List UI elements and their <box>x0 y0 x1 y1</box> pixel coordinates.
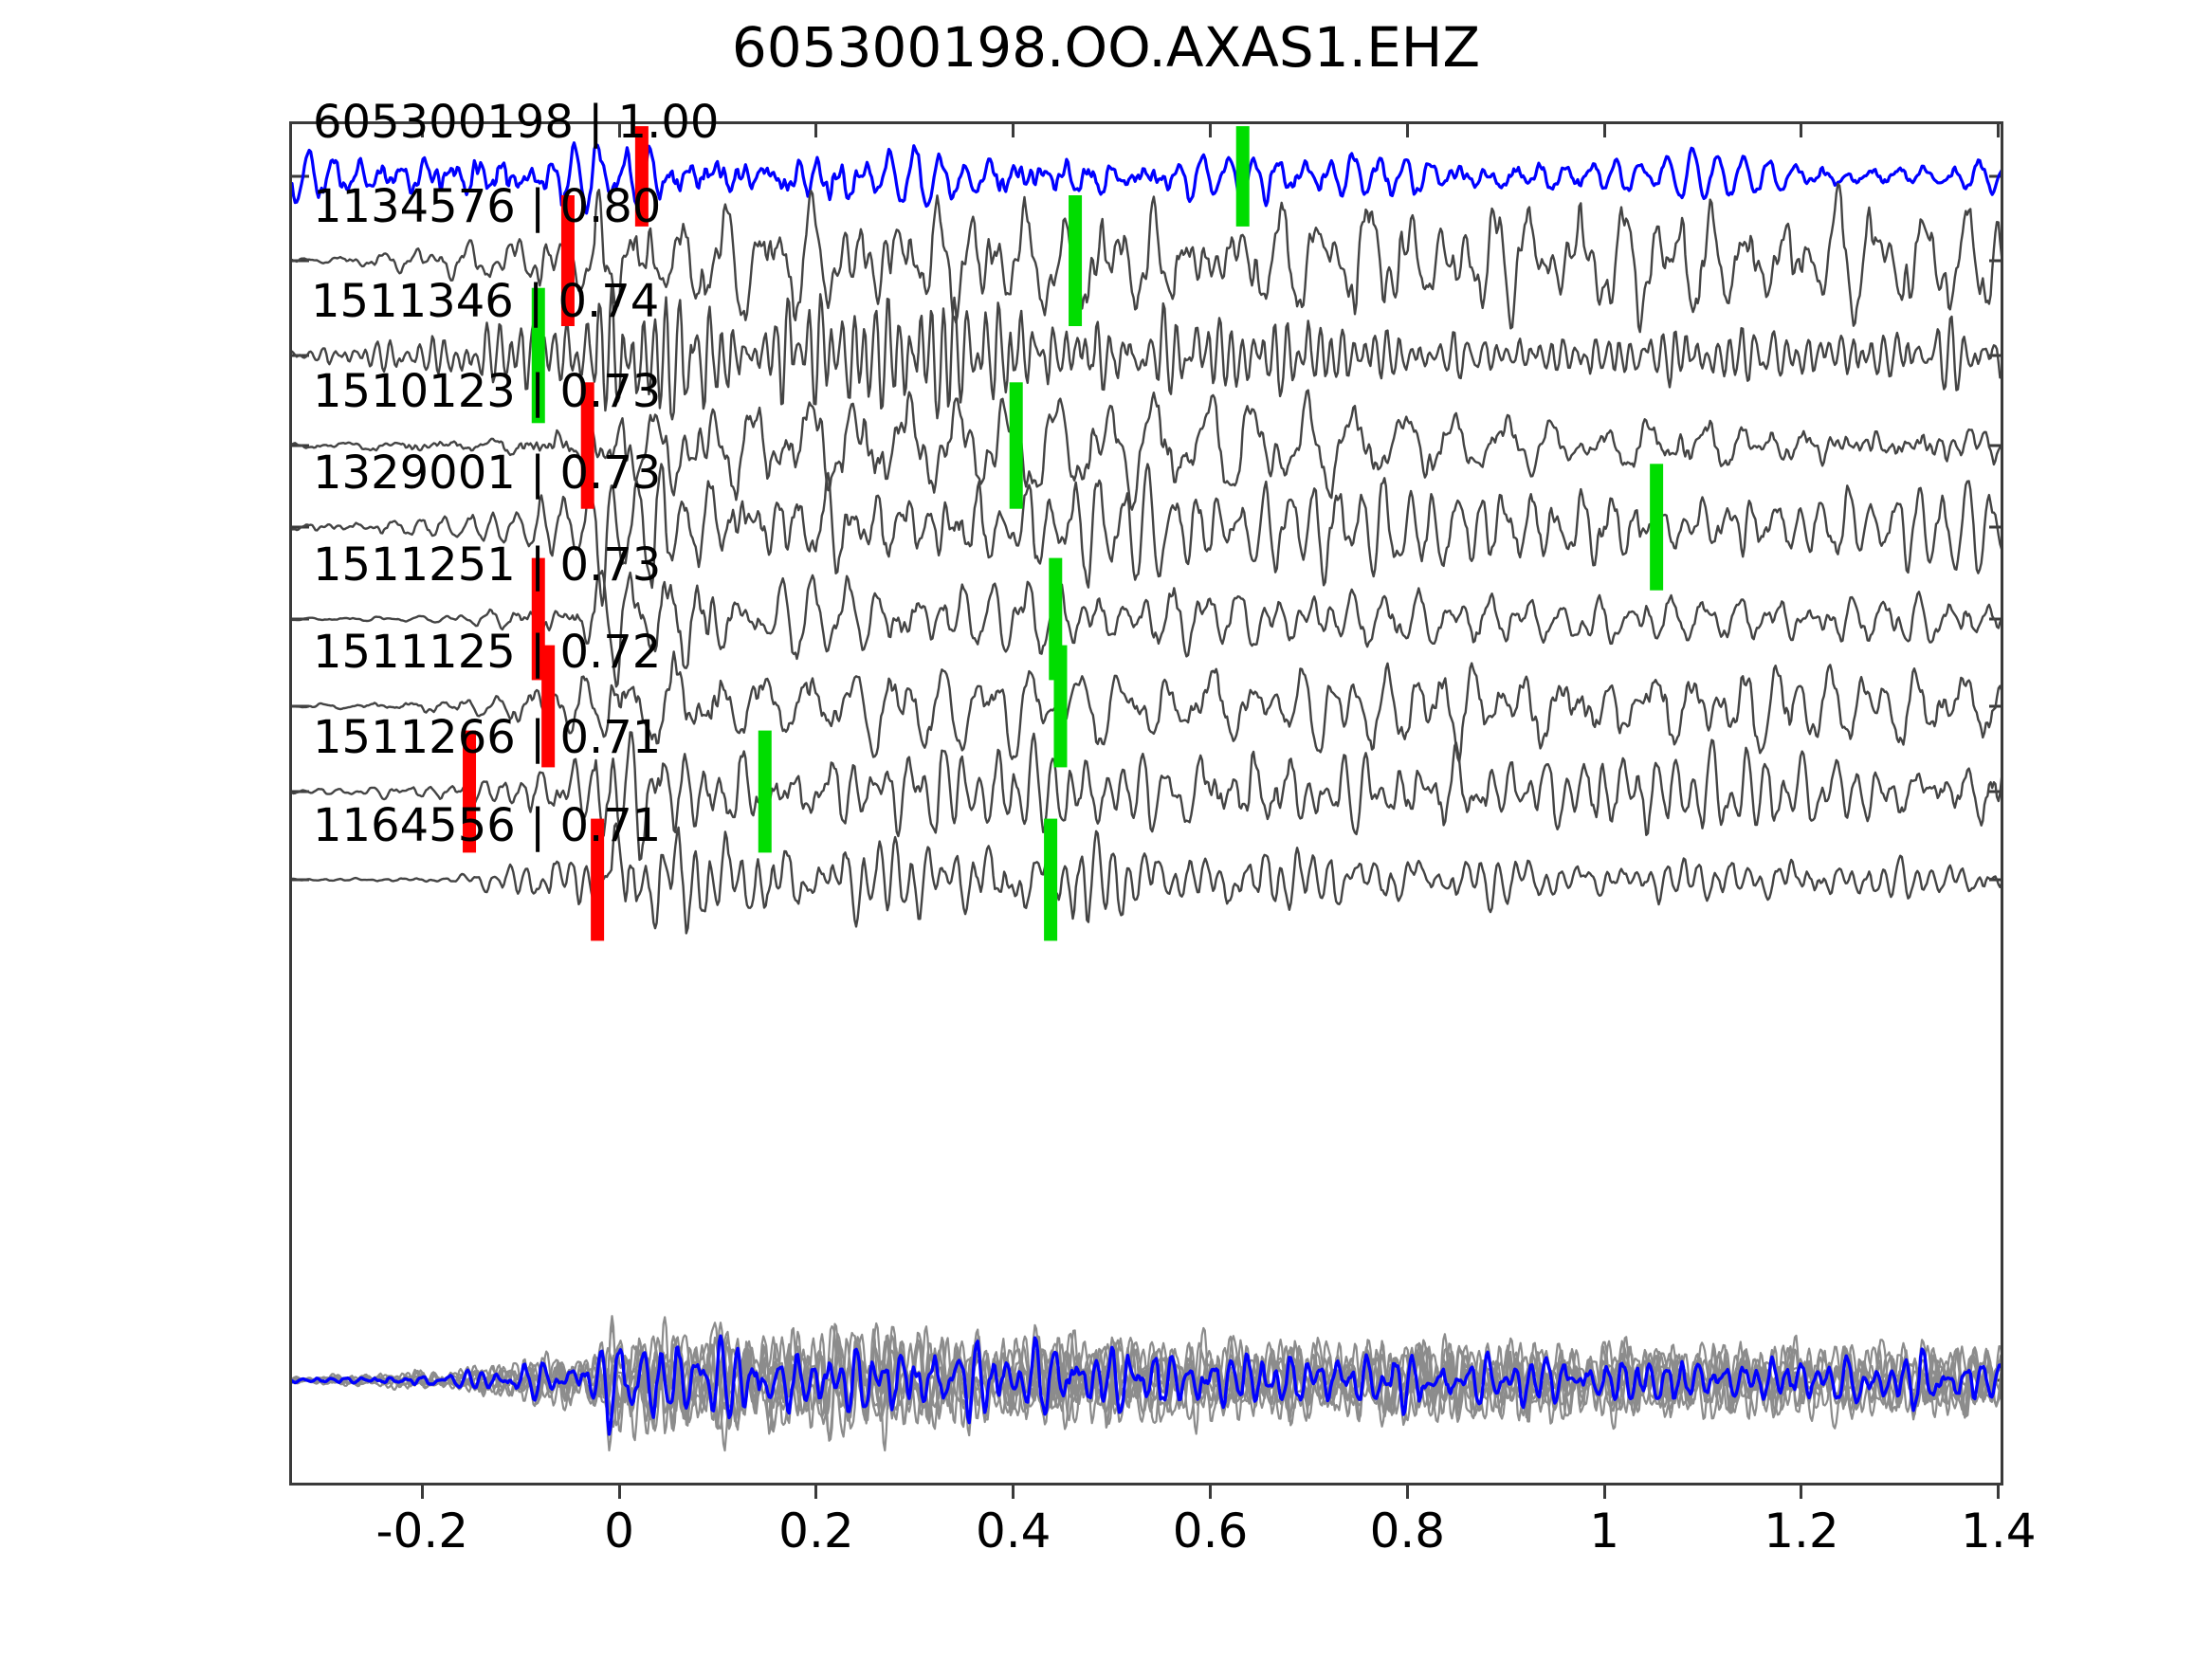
x-tick-mark-top <box>814 124 818 137</box>
s-pick-marker-1511125 <box>1053 645 1068 768</box>
baseline-stub-left <box>292 259 309 263</box>
x-tick-mark-top <box>1800 124 1803 137</box>
s-pick-marker-605300198 <box>1235 126 1250 227</box>
s-pick-marker-1511266 <box>758 730 772 853</box>
waveform-trace-1164556 <box>292 822 2001 935</box>
p-pick-marker-1511266 <box>463 730 477 853</box>
x-tick-mark <box>1602 1486 1606 1499</box>
waveform-trace-1511266 <box>292 731 2001 862</box>
x-tick-mark-top <box>420 124 424 137</box>
trace-label-1164556: 1164556 | 0.71 <box>313 799 662 852</box>
baseline-stub-right <box>1989 790 2001 793</box>
x-tick-label: 0 <box>604 1504 634 1559</box>
x-tick-mark <box>1800 1486 1803 1499</box>
x-tick-label: 0.2 <box>778 1504 854 1559</box>
waveform-plot <box>292 126 2001 1452</box>
x-tick-mark-top <box>1209 124 1213 137</box>
x-tick-mark-top <box>1997 124 2001 137</box>
x-tick-label: 1.2 <box>1764 1504 1839 1559</box>
trace-label-1510123: 1510123 | 0.73 <box>313 365 662 418</box>
waveform-trace-1134576 <box>292 182 2001 334</box>
waveform-trace-1511251 <box>292 569 2001 688</box>
baseline-stub-right <box>1989 444 2001 447</box>
x-tick-mark <box>1405 1486 1409 1499</box>
x-tick-label: -0.2 <box>375 1504 469 1559</box>
trace-label-1511125: 1511125 | 0.72 <box>313 626 662 679</box>
x-tick-label: 1 <box>1589 1504 1620 1559</box>
p-pick-marker-605300198 <box>634 126 649 227</box>
trace-label-1329001: 1329001 | 0.73 <box>313 447 662 500</box>
trace-label-1134576: 1134576 | 0.80 <box>313 180 662 233</box>
x-tick-mark-top <box>617 124 621 137</box>
baseline-stub-right <box>1989 174 2001 178</box>
baseline-stub-left <box>292 174 309 178</box>
trace-label-605300198: 605300198 | 1.00 <box>313 96 720 149</box>
x-tick-mark-top <box>1012 124 1015 137</box>
s-pick-marker-1134576 <box>1069 195 1083 326</box>
x-tick-label: 0.4 <box>975 1504 1051 1559</box>
stack-mean-trace <box>292 1334 2001 1436</box>
s-pick-marker-1329001 <box>1650 464 1664 591</box>
x-tick-mark <box>1012 1486 1015 1499</box>
x-tick-label: 1.4 <box>1961 1504 2037 1559</box>
x-tick-mark <box>617 1486 621 1499</box>
x-tick-label: 0.6 <box>1172 1504 1249 1559</box>
waveform-trace-1510123 <box>292 389 2001 511</box>
p-pick-marker-1510123 <box>580 382 594 509</box>
waveform-trace-1329001 <box>292 463 2001 607</box>
x-tick-mark <box>420 1486 424 1499</box>
s-pick-marker-1511346 <box>531 287 545 424</box>
trace-label-1511346: 1511346 | 0.74 <box>311 275 660 328</box>
baseline-stub-right <box>1989 354 2001 357</box>
plot-axes-box <box>289 121 2003 1486</box>
trace-label-1511266: 1511266 | 0.71 <box>313 711 662 764</box>
p-pick-marker-1164556 <box>591 818 605 941</box>
p-pick-marker-1511125 <box>541 645 556 768</box>
baseline-stub-right <box>1989 525 2001 529</box>
s-pick-marker-1164556 <box>1044 818 1058 941</box>
x-tick-mark-top <box>1602 124 1606 137</box>
baseline-stub-right <box>1989 878 2001 882</box>
s-pick-marker-1510123 <box>1009 382 1023 509</box>
x-tick-mark <box>814 1486 818 1499</box>
waveform-trace-1511125 <box>292 650 2001 763</box>
p-pick-marker-1134576 <box>560 195 575 326</box>
x-tick-mark <box>1209 1486 1213 1499</box>
baseline-stub-right <box>1989 259 2001 263</box>
x-tick-label: 0.8 <box>1369 1504 1446 1559</box>
waveform-trace-605300198 <box>292 141 2001 215</box>
x-tick-mark-top <box>1405 124 1409 137</box>
trace-label-1511251: 1511251 | 0.73 <box>313 538 662 592</box>
figure-title: 605300198.OO.AXAS1.EHZ <box>731 15 1481 80</box>
waveform-trace-1511346 <box>292 286 2001 421</box>
x-tick-mark <box>1997 1486 2001 1499</box>
